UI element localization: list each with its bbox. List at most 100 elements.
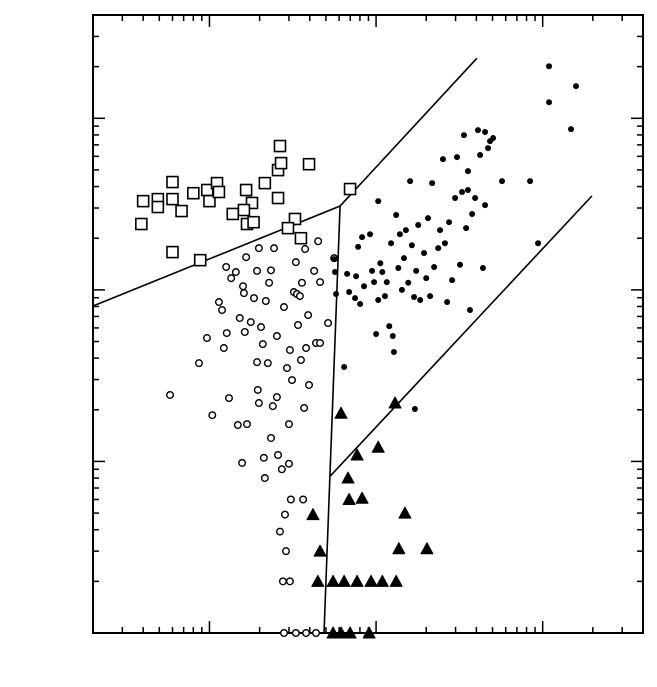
dot-marker [499, 178, 506, 185]
dot-marker [390, 349, 397, 356]
boundary-line [92, 57, 478, 307]
dot-marker [355, 243, 362, 250]
circle-marker [284, 459, 293, 468]
circle-marker [239, 289, 248, 298]
dot-marker [446, 219, 453, 226]
dot-marker [369, 267, 376, 274]
circle-marker [224, 394, 233, 403]
dot-marker [332, 269, 339, 276]
dot-marker [359, 234, 366, 241]
triangle-marker [337, 574, 351, 587]
square-marker [136, 194, 150, 208]
triangle-marker [334, 406, 348, 419]
triangle-marker [341, 471, 355, 484]
dot-marker [344, 270, 351, 277]
dot-marker [472, 195, 479, 202]
circle-marker [324, 319, 333, 328]
square-marker [239, 183, 253, 197]
circle-marker [272, 393, 281, 402]
square-marker [288, 212, 302, 226]
dot-marker [482, 202, 489, 209]
circle-marker [257, 323, 266, 332]
square-marker [258, 176, 272, 190]
circle-marker [295, 292, 304, 301]
circle-marker [291, 258, 300, 267]
dot-marker [429, 180, 436, 187]
triangle-marker [375, 574, 389, 587]
circle-marker [304, 311, 313, 320]
dot-marker [469, 210, 476, 217]
circle-marker [316, 278, 325, 287]
dot-marker [400, 255, 407, 262]
square-marker [271, 191, 285, 205]
triangle-marker [362, 626, 376, 639]
dot-marker [435, 245, 442, 252]
dot-marker [431, 263, 438, 270]
circle-marker [253, 385, 262, 394]
circle-marker [296, 356, 305, 365]
circle-marker [253, 266, 262, 275]
dot-marker [407, 178, 414, 185]
circle-marker [222, 329, 231, 338]
circle-marker [265, 278, 274, 287]
circle-marker [227, 274, 236, 283]
circle-marker [208, 411, 217, 420]
dot-marker [417, 296, 424, 303]
circle-marker [260, 474, 269, 483]
triangle-marker [371, 440, 385, 453]
circle-marker [274, 451, 283, 460]
dot-marker [449, 277, 456, 284]
circle-marker [259, 453, 268, 462]
dot-marker [423, 275, 430, 282]
circle-marker [314, 237, 323, 246]
dot-marker [413, 267, 420, 274]
dot-marker [466, 307, 473, 314]
dot-marker [535, 240, 542, 247]
circle-marker [299, 495, 308, 504]
circle-marker [238, 458, 247, 467]
circle-marker [253, 358, 262, 367]
square-marker [166, 192, 179, 206]
dot-marker [546, 63, 553, 70]
dot-marker [457, 261, 464, 268]
dot-marker [367, 231, 374, 238]
dot-marker [573, 83, 580, 90]
square-marker [203, 194, 216, 208]
circle-marker [310, 266, 319, 275]
dot-marker [386, 323, 393, 330]
circle-marker [219, 344, 228, 353]
dot-marker [464, 186, 471, 193]
triangle-marker [392, 542, 406, 555]
dot-marker [454, 154, 461, 161]
dot-marker [373, 331, 380, 338]
circle-marker [261, 297, 270, 306]
boundary-line [329, 195, 593, 477]
circle-marker [282, 547, 291, 556]
circle-marker [270, 244, 279, 253]
circle-marker [233, 421, 242, 430]
circle-marker [300, 403, 309, 412]
circle-marker [218, 306, 227, 315]
circle-marker [266, 433, 275, 442]
circle-marker [222, 262, 231, 271]
square-marker [166, 245, 179, 259]
circle-marker [266, 266, 275, 275]
triangle-marker [306, 508, 320, 521]
circle-marker [278, 577, 287, 586]
dot-marker [395, 265, 402, 272]
circle-marker [272, 332, 281, 341]
dot-marker [405, 279, 412, 286]
dot-marker [361, 283, 368, 290]
circle-marker [166, 390, 175, 399]
dot-marker [474, 127, 481, 134]
circle-marker [202, 334, 211, 343]
dot-marker [527, 178, 534, 185]
circle-marker [231, 268, 240, 277]
circle-marker [277, 465, 286, 474]
dot-marker [389, 333, 396, 340]
dot-marker [402, 227, 409, 234]
triangle-marker [389, 574, 403, 587]
circle-marker [302, 344, 311, 353]
dot-marker [379, 269, 386, 276]
